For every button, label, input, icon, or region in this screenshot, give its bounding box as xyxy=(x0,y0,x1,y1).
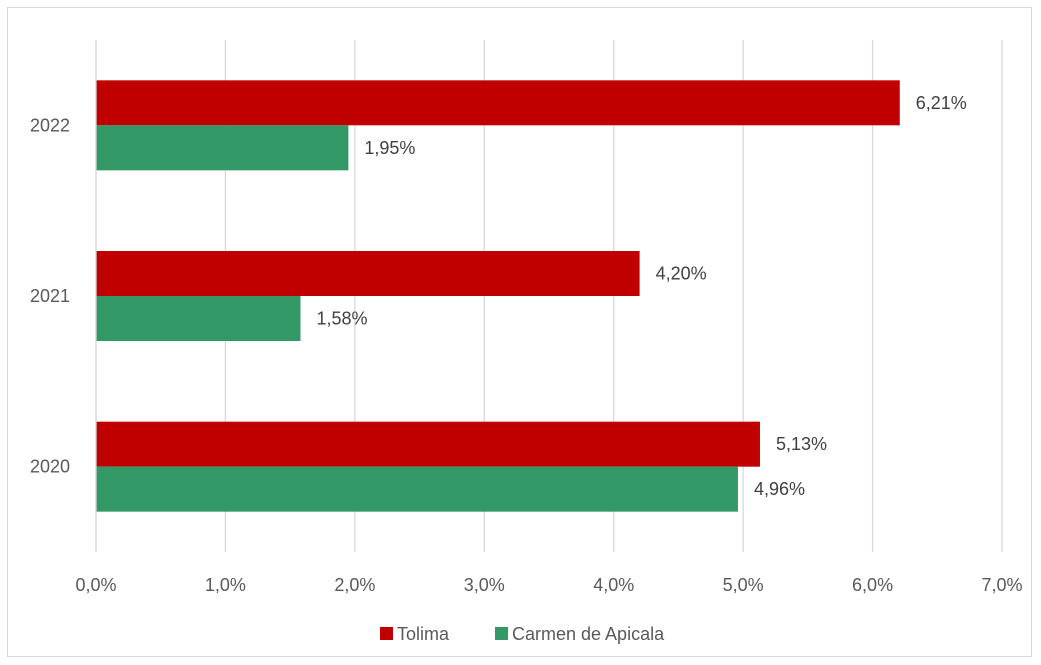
data-label-carmen-de-apicala-2021: 1,58% xyxy=(316,309,367,329)
data-label-carmen-de-apicala-2020: 4,96% xyxy=(754,479,805,499)
x-tick-label-5: 5,0% xyxy=(723,575,764,595)
data-label-tolima-2020: 5,13% xyxy=(776,434,827,454)
bar-carmen-de-apicala-2020 xyxy=(96,466,738,512)
bar-carmen-de-apicala-2021 xyxy=(96,296,301,341)
data-label-tolima-2022: 6,21% xyxy=(916,93,967,113)
bar-tolima-2020 xyxy=(96,421,760,467)
data-label-carmen-de-apicala-2022: 1,95% xyxy=(364,138,415,158)
bar-carmen-de-apicala-2022 xyxy=(96,125,349,171)
bars xyxy=(96,80,900,512)
x-tick-label-3: 3,0% xyxy=(464,575,505,595)
bar-tolima-2022 xyxy=(96,80,900,126)
data-label-tolima-2021: 4,20% xyxy=(656,264,707,284)
y-tick-label-2020: 2020 xyxy=(30,457,70,477)
legend[interactable]: Tolima Carmen de Apicala xyxy=(380,624,665,644)
x-tick-label-1: 1,0% xyxy=(205,575,246,595)
x-tick-label-4: 4,0% xyxy=(593,575,634,595)
data-labels: 5,13% 4,96% 4,20% 1,58% 6,21% 1,95% xyxy=(316,93,966,499)
x-tick-label-6: 6,0% xyxy=(852,575,893,595)
x-tick-label-2: 2,0% xyxy=(334,575,375,595)
legend-swatch-tolima[interactable] xyxy=(380,627,393,640)
y-tick-label-2022: 2022 xyxy=(30,115,70,135)
legend-label-tolima[interactable]: Tolima xyxy=(397,624,450,644)
bar-tolima-2021 xyxy=(96,251,640,296)
legend-swatch-carmen-de-apicala[interactable] xyxy=(495,627,508,640)
legend-label-carmen-de-apicala[interactable]: Carmen de Apicala xyxy=(512,624,665,644)
axes: 0,0% 1,0% 2,0% 3,0% 4,0% 5,0% 6,0% 7,0% 2020 2021… xyxy=(30,40,1023,595)
y-tick-label-2021: 2021 xyxy=(30,286,70,306)
x-tick-label-0: 0,0% xyxy=(75,575,116,595)
x-tick-label-7: 7,0% xyxy=(981,575,1022,595)
